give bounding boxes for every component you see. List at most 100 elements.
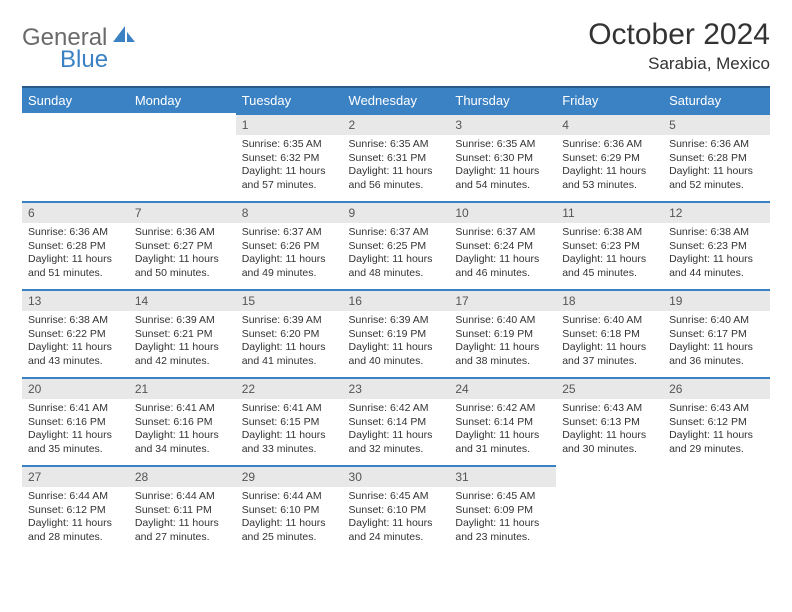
- day-detail-line: Sunset: 6:24 PM: [455, 240, 550, 254]
- day-detail-line: Sunrise: 6:39 AM: [135, 314, 230, 328]
- day-number: 3: [449, 113, 556, 135]
- calendar-cell: 17Sunrise: 6:40 AMSunset: 6:19 PMDayligh…: [449, 289, 556, 377]
- day-number: 26: [663, 377, 770, 399]
- day-detail-line: Sunrise: 6:41 AM: [28, 402, 123, 416]
- day-detail-line: and 35 minutes.: [28, 443, 123, 457]
- day-detail-line: and 52 minutes.: [669, 179, 764, 193]
- calendar-cell: 8Sunrise: 6:37 AMSunset: 6:26 PMDaylight…: [236, 201, 343, 289]
- day-number: 6: [22, 201, 129, 223]
- day-number: 25: [556, 377, 663, 399]
- day-detail-line: and 32 minutes.: [349, 443, 444, 457]
- day-detail-line: Daylight: 11 hours: [455, 429, 550, 443]
- day-detail-line: Daylight: 11 hours: [562, 253, 657, 267]
- day-detail-line: Daylight: 11 hours: [135, 517, 230, 531]
- day-details: Sunrise: 6:35 AMSunset: 6:32 PMDaylight:…: [236, 135, 343, 197]
- day-detail-line: Sunset: 6:19 PM: [349, 328, 444, 342]
- weekday-header: Friday: [556, 87, 663, 113]
- day-number: 29: [236, 465, 343, 487]
- day-details: Sunrise: 6:38 AMSunset: 6:23 PMDaylight:…: [663, 223, 770, 285]
- day-detail-line: Sunrise: 6:44 AM: [135, 490, 230, 504]
- day-detail-line: Sunset: 6:30 PM: [455, 152, 550, 166]
- day-detail-line: Sunrise: 6:44 AM: [242, 490, 337, 504]
- day-detail-line: Daylight: 11 hours: [28, 429, 123, 443]
- calendar-cell: 3Sunrise: 6:35 AMSunset: 6:30 PMDaylight…: [449, 113, 556, 201]
- day-detail-line: Daylight: 11 hours: [455, 253, 550, 267]
- day-detail-line: Sunrise: 6:41 AM: [135, 402, 230, 416]
- day-number: 18: [556, 289, 663, 311]
- day-detail-line: Daylight: 11 hours: [242, 429, 337, 443]
- month-title: October 2024: [588, 18, 770, 52]
- day-detail-line: Daylight: 11 hours: [135, 429, 230, 443]
- day-detail-line: Daylight: 11 hours: [669, 429, 764, 443]
- day-details: Sunrise: 6:37 AMSunset: 6:25 PMDaylight:…: [343, 223, 450, 285]
- day-number: 30: [343, 465, 450, 487]
- calendar-cell: 5Sunrise: 6:36 AMSunset: 6:28 PMDaylight…: [663, 113, 770, 201]
- day-detail-line: Sunset: 6:26 PM: [242, 240, 337, 254]
- day-detail-line: Sunrise: 6:43 AM: [669, 402, 764, 416]
- day-detail-line: and 49 minutes.: [242, 267, 337, 281]
- day-detail-line: Sunset: 6:12 PM: [28, 504, 123, 518]
- day-detail-line: Sunrise: 6:38 AM: [28, 314, 123, 328]
- day-details: Sunrise: 6:38 AMSunset: 6:22 PMDaylight:…: [22, 311, 129, 373]
- day-detail-line: Sunset: 6:13 PM: [562, 416, 657, 430]
- day-detail-line: Sunrise: 6:36 AM: [28, 226, 123, 240]
- day-number: 4: [556, 113, 663, 135]
- calendar-cell: 4Sunrise: 6:36 AMSunset: 6:29 PMDaylight…: [556, 113, 663, 201]
- weekday-header: Tuesday: [236, 87, 343, 113]
- day-detail-line: Daylight: 11 hours: [669, 253, 764, 267]
- day-details: Sunrise: 6:44 AMSunset: 6:11 PMDaylight:…: [129, 487, 236, 549]
- day-detail-line: and 23 minutes.: [455, 531, 550, 545]
- day-detail-line: Daylight: 11 hours: [28, 517, 123, 531]
- day-detail-line: Sunrise: 6:35 AM: [242, 138, 337, 152]
- day-number: 22: [236, 377, 343, 399]
- day-detail-line: and 38 minutes.: [455, 355, 550, 369]
- calendar-cell: 7Sunrise: 6:36 AMSunset: 6:27 PMDaylight…: [129, 201, 236, 289]
- day-detail-line: Daylight: 11 hours: [28, 341, 123, 355]
- logo-sail-icon: [111, 24, 137, 49]
- day-details: Sunrise: 6:37 AMSunset: 6:26 PMDaylight:…: [236, 223, 343, 285]
- day-detail-line: Daylight: 11 hours: [242, 341, 337, 355]
- day-detail-line: and 56 minutes.: [349, 179, 444, 193]
- logo-text-blue: Blue: [60, 48, 108, 72]
- day-details: Sunrise: 6:41 AMSunset: 6:15 PMDaylight:…: [236, 399, 343, 461]
- calendar-cell: 20Sunrise: 6:41 AMSunset: 6:16 PMDayligh…: [22, 377, 129, 465]
- calendar-row: 1Sunrise: 6:35 AMSunset: 6:32 PMDaylight…: [22, 113, 770, 201]
- day-number: 5: [663, 113, 770, 135]
- day-number: 1: [236, 113, 343, 135]
- day-detail-line: Sunset: 6:09 PM: [455, 504, 550, 518]
- day-detail-line: Sunset: 6:10 PM: [349, 504, 444, 518]
- calendar-cell: 9Sunrise: 6:37 AMSunset: 6:25 PMDaylight…: [343, 201, 450, 289]
- day-detail-line: Sunrise: 6:45 AM: [349, 490, 444, 504]
- day-details: Sunrise: 6:39 AMSunset: 6:20 PMDaylight:…: [236, 311, 343, 373]
- calendar-cell: 27Sunrise: 6:44 AMSunset: 6:12 PMDayligh…: [22, 465, 129, 553]
- day-detail-line: Sunrise: 6:36 AM: [669, 138, 764, 152]
- day-detail-line: Sunset: 6:28 PM: [669, 152, 764, 166]
- day-detail-line: Sunset: 6:27 PM: [135, 240, 230, 254]
- day-detail-line: and 54 minutes.: [455, 179, 550, 193]
- day-detail-line: and 28 minutes.: [28, 531, 123, 545]
- calendar-cell: 19Sunrise: 6:40 AMSunset: 6:17 PMDayligh…: [663, 289, 770, 377]
- day-detail-line: Daylight: 11 hours: [242, 517, 337, 531]
- day-detail-line: Sunrise: 6:40 AM: [455, 314, 550, 328]
- day-detail-line: and 41 minutes.: [242, 355, 337, 369]
- day-details: Sunrise: 6:42 AMSunset: 6:14 PMDaylight:…: [343, 399, 450, 461]
- weekday-header: Monday: [129, 87, 236, 113]
- day-detail-line: Daylight: 11 hours: [455, 341, 550, 355]
- day-detail-line: Sunset: 6:28 PM: [28, 240, 123, 254]
- day-detail-line: Sunrise: 6:40 AM: [669, 314, 764, 328]
- day-detail-line: and 46 minutes.: [455, 267, 550, 281]
- day-detail-line: and 29 minutes.: [669, 443, 764, 457]
- day-detail-line: Daylight: 11 hours: [349, 165, 444, 179]
- day-details: Sunrise: 6:35 AMSunset: 6:30 PMDaylight:…: [449, 135, 556, 197]
- day-detail-line: Sunrise: 6:44 AM: [28, 490, 123, 504]
- day-number: 31: [449, 465, 556, 487]
- day-details: Sunrise: 6:35 AMSunset: 6:31 PMDaylight:…: [343, 135, 450, 197]
- day-detail-line: and 48 minutes.: [349, 267, 444, 281]
- day-detail-line: Sunset: 6:23 PM: [562, 240, 657, 254]
- day-detail-line: Sunrise: 6:35 AM: [455, 138, 550, 152]
- calendar-cell: 1Sunrise: 6:35 AMSunset: 6:32 PMDaylight…: [236, 113, 343, 201]
- day-number: 2: [343, 113, 450, 135]
- day-detail-line: Daylight: 11 hours: [349, 253, 444, 267]
- day-details: Sunrise: 6:36 AMSunset: 6:27 PMDaylight:…: [129, 223, 236, 285]
- day-number: 16: [343, 289, 450, 311]
